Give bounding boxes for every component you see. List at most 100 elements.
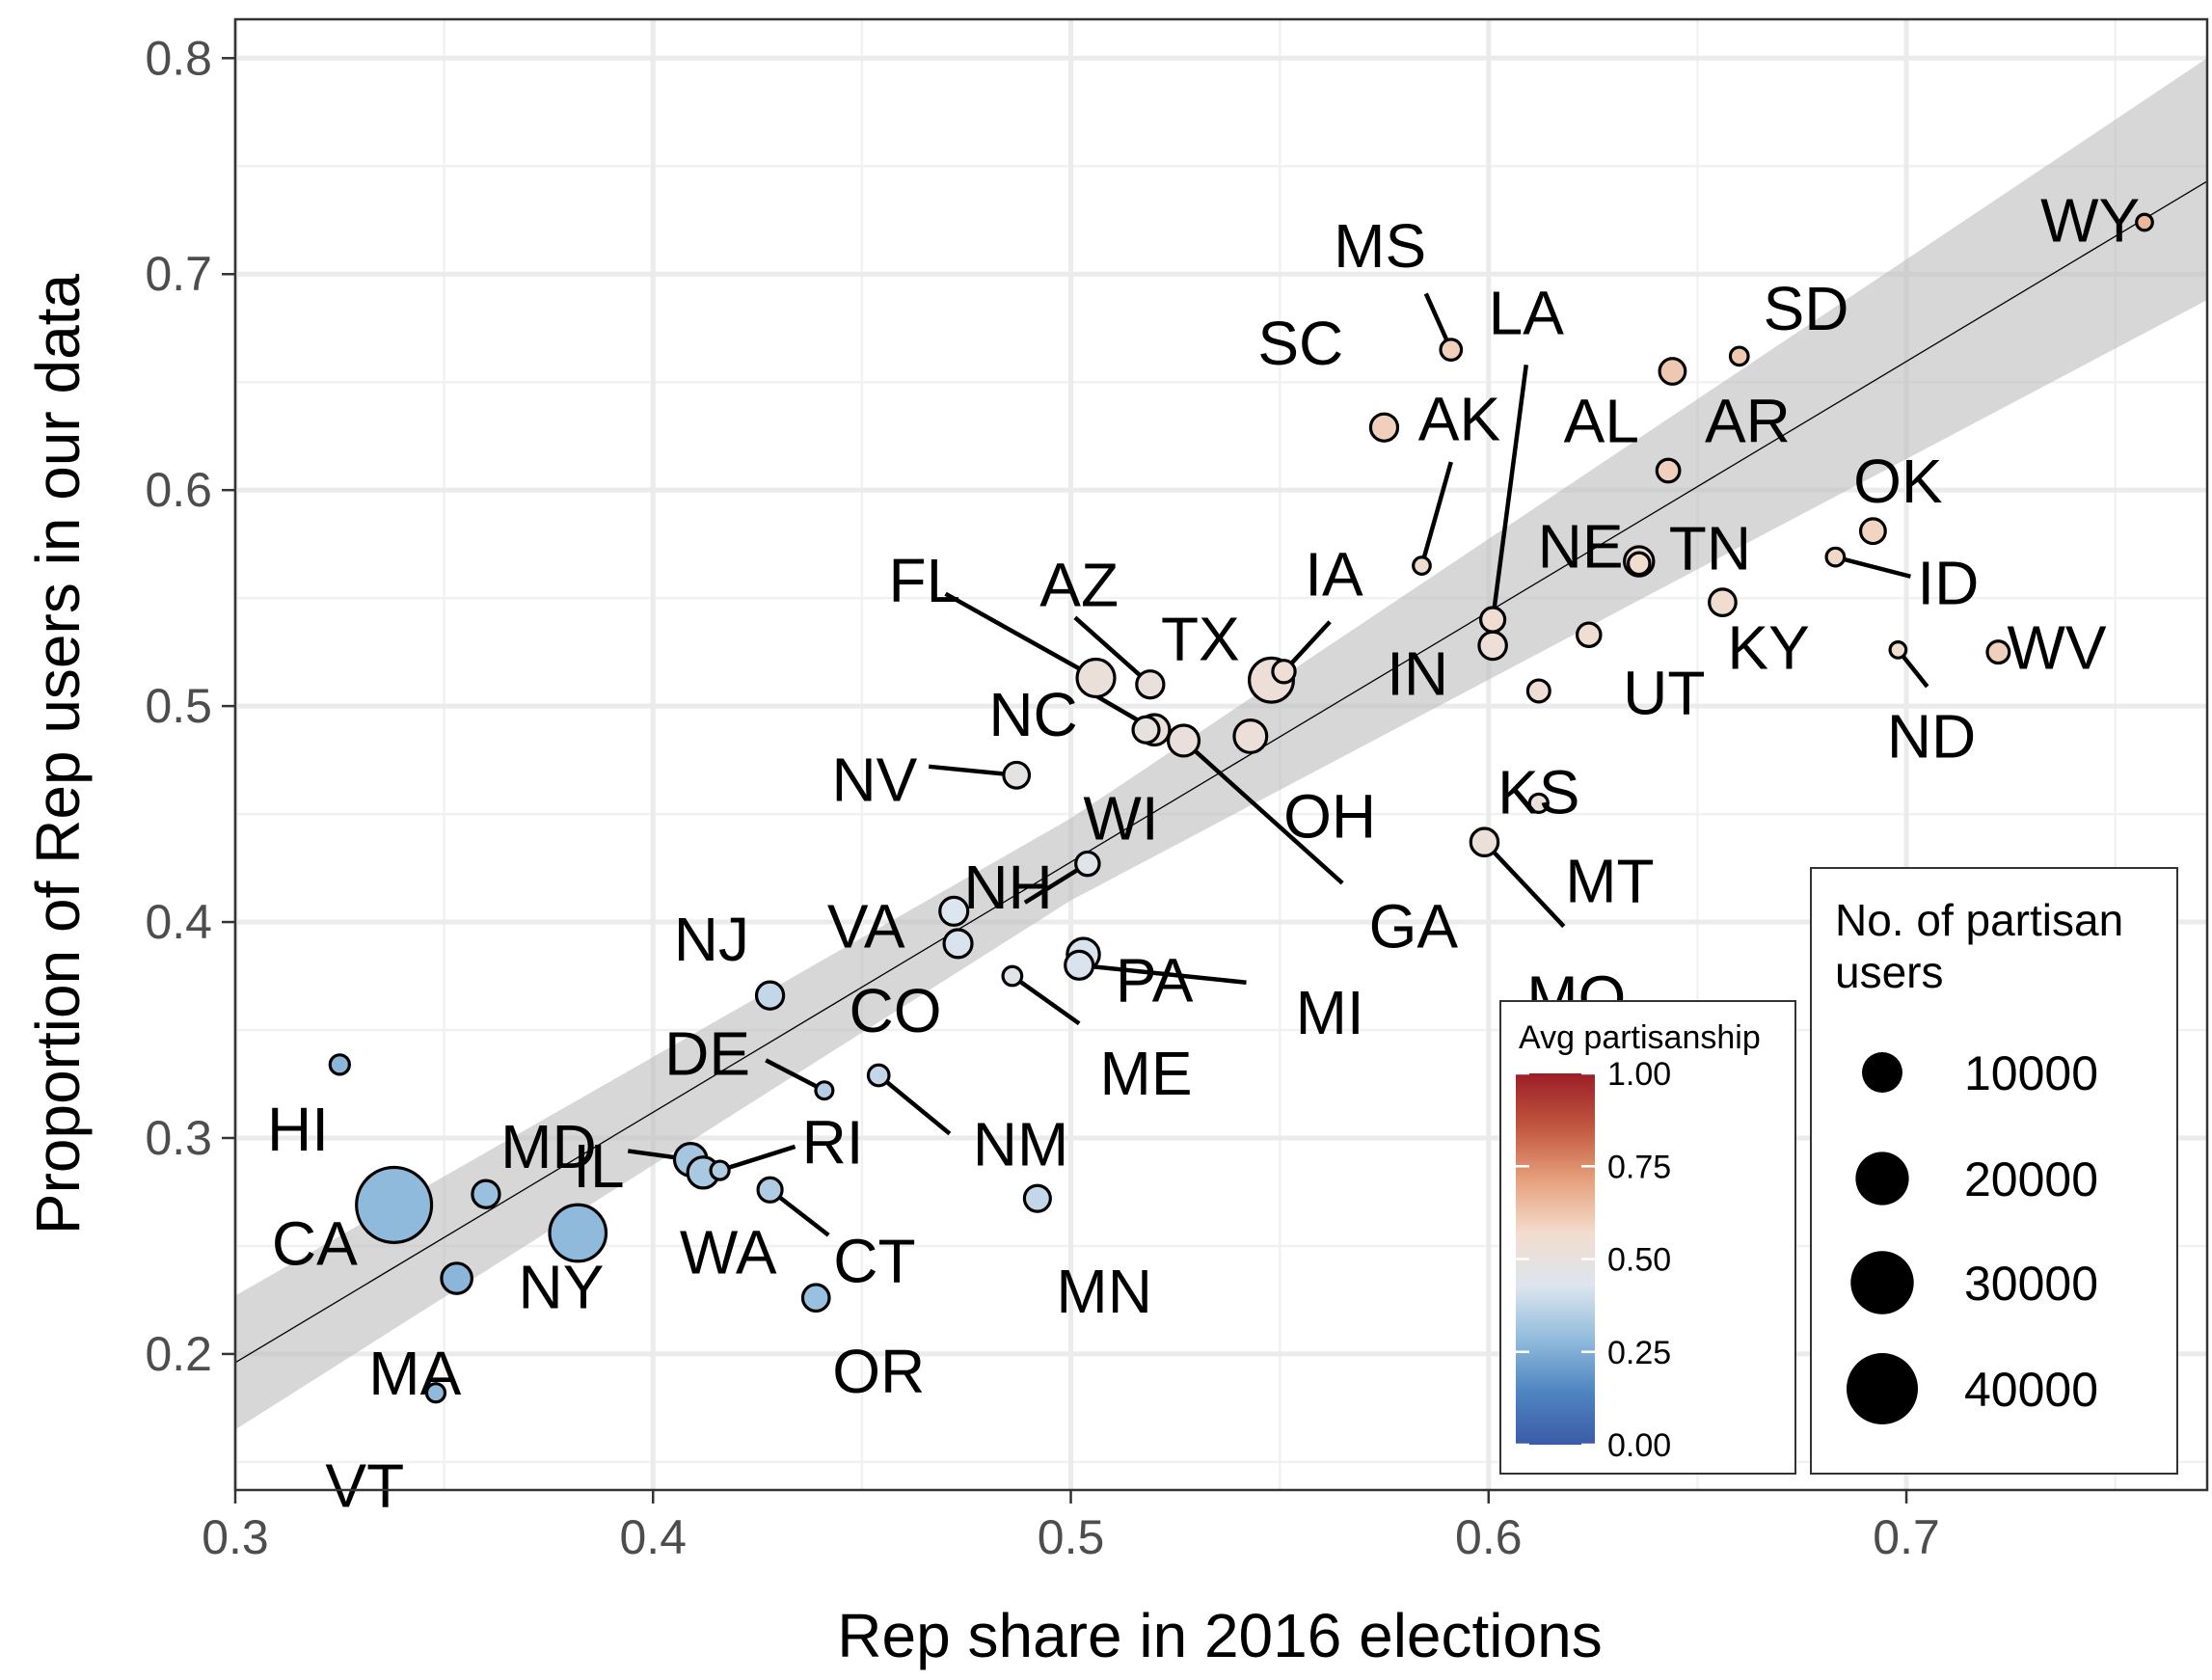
size-legend-label: 10000 — [1964, 1046, 2098, 1100]
label-il: IL — [573, 1131, 624, 1201]
label-oh: OH — [1283, 781, 1376, 851]
y-tick-label: 0.7 — [145, 247, 212, 301]
label-de: DE — [664, 1019, 750, 1089]
label-fl: FL — [889, 546, 961, 615]
x-tick-label: 0.4 — [620, 1510, 688, 1564]
size-legend-circle — [1862, 1052, 1902, 1093]
label-pa: PA — [1116, 946, 1194, 1016]
point-ks — [1525, 678, 1551, 704]
point-nh — [1074, 850, 1101, 878]
y-axis-title: Proportion of Rep users in our data — [23, 274, 93, 1235]
label-nd: ND — [1887, 701, 1976, 771]
point-tn — [1626, 551, 1652, 577]
state-labels: WY SD MS LA SC AK AL AR OK NE TN IA ID KY WV IN UT ND KS MT… — [267, 185, 2140, 1520]
y-tick-label: 0.2 — [145, 1327, 212, 1381]
point-in — [1477, 630, 1508, 662]
label-tn: TN — [1669, 514, 1751, 583]
point-mi — [1064, 949, 1095, 981]
size-legend-title-line1: No. of partisan — [1835, 895, 2123, 945]
label-ma: MA — [368, 1339, 461, 1408]
leader-line-id — [1834, 555, 1911, 579]
label-ga: GA — [1369, 892, 1459, 962]
point-wv — [1985, 639, 2011, 665]
label-va: VA — [827, 892, 905, 962]
point-ut — [1576, 621, 1603, 648]
label-ak: AK — [1418, 384, 1500, 453]
point-ma — [440, 1261, 473, 1295]
point-or — [800, 1283, 831, 1314]
label-ut: UT — [1623, 659, 1705, 728]
label-ok: OK — [1853, 447, 1942, 516]
x-tick-label: 0.5 — [1038, 1510, 1105, 1564]
point-ak — [1412, 555, 1432, 576]
point-ga — [1166, 723, 1201, 758]
label-mn: MN — [1056, 1257, 1152, 1326]
x-tick-label: 0.3 — [202, 1510, 269, 1564]
leader-line-ga — [1182, 739, 1344, 885]
label-wi: WI — [1083, 784, 1158, 854]
y-tick-label: 0.6 — [145, 463, 212, 517]
point-ok — [1858, 517, 1887, 546]
color-bar-ticks: 1.00 0.75 0.50 0.25 0.00 — [1516, 1056, 1671, 1464]
point-al — [1658, 357, 1687, 386]
point-nm — [866, 1063, 891, 1088]
size-legend-circle — [1850, 1251, 1914, 1314]
point-me — [1001, 964, 1024, 988]
color-legend: Avg partisanship 1.00 0.75 0.50 0.25 0.00 — [1499, 1000, 1796, 1475]
point-mo — [1469, 826, 1500, 857]
point-nd — [1888, 640, 1908, 660]
label-ky: KY — [1727, 613, 1809, 683]
label-ca: CA — [272, 1209, 358, 1279]
size-legend-title-line2: users — [1835, 947, 1943, 997]
label-ny: NY — [518, 1253, 604, 1322]
label-ar: AR — [1705, 387, 1791, 456]
point-sd — [1728, 345, 1750, 367]
label-mt: MT — [1565, 847, 1654, 916]
point-wy — [2135, 212, 2154, 232]
size-legend-entries: 10000 20000 30000 40000 — [1847, 1046, 2098, 1424]
label-nv: NV — [831, 745, 917, 814]
label-sd: SD — [1764, 274, 1849, 343]
label-me: ME — [1100, 1039, 1193, 1108]
point-hi — [328, 1053, 351, 1076]
y-tick-label: 0.4 — [145, 895, 212, 949]
point-az — [1135, 669, 1166, 700]
point-ny — [548, 1203, 608, 1263]
label-id: ID — [1917, 548, 1979, 617]
point-co — [942, 928, 974, 960]
point-md — [471, 1179, 501, 1209]
point-vt — [424, 1382, 447, 1404]
label-md: MD — [500, 1112, 597, 1181]
size-legend-circle — [1847, 1353, 1918, 1424]
color-legend-title: Avg partisanship — [1519, 1019, 1761, 1056]
label-vt: VT — [325, 1451, 404, 1521]
color-bar-tick-label: 0.00 — [1607, 1427, 1671, 1464]
axes: 0.3 0.4 0.5 0.6 0.7 0.2 0.3 0.4 0.5 0.6 0.7 0.8 — [145, 31, 1939, 1564]
size-legend-label: 40000 — [1964, 1363, 2098, 1417]
confidence-band — [235, 58, 2207, 1430]
label-az: AZ — [1039, 551, 1119, 620]
leader-line-mi — [1078, 962, 1247, 985]
point-wi — [1131, 715, 1161, 745]
label-ne: NE — [1538, 511, 1624, 581]
point-ct — [756, 1176, 784, 1204]
color-bar-tick-label: 0.75 — [1607, 1149, 1671, 1185]
point-nj — [754, 980, 786, 1011]
label-al: AL — [1564, 387, 1639, 456]
label-mi: MI — [1296, 978, 1364, 1047]
label-ms: MS — [1334, 211, 1426, 281]
point-ms — [1439, 338, 1464, 362]
point-ky — [1708, 587, 1738, 617]
plot-border — [233, 17, 2209, 1492]
leader-line-de — [765, 1058, 825, 1093]
y-tick-label: 0.3 — [145, 1111, 212, 1165]
label-hi: HI — [267, 1095, 329, 1164]
label-wa: WA — [680, 1218, 777, 1287]
color-bar-tick-label: 0.25 — [1607, 1335, 1671, 1371]
leader-line-ak — [1419, 461, 1453, 567]
color-bar-tick-label: 1.00 — [1607, 1056, 1671, 1093]
size-legend-label: 30000 — [1964, 1257, 2098, 1311]
point-sc — [1368, 412, 1400, 443]
points-layer — [328, 212, 2154, 1404]
